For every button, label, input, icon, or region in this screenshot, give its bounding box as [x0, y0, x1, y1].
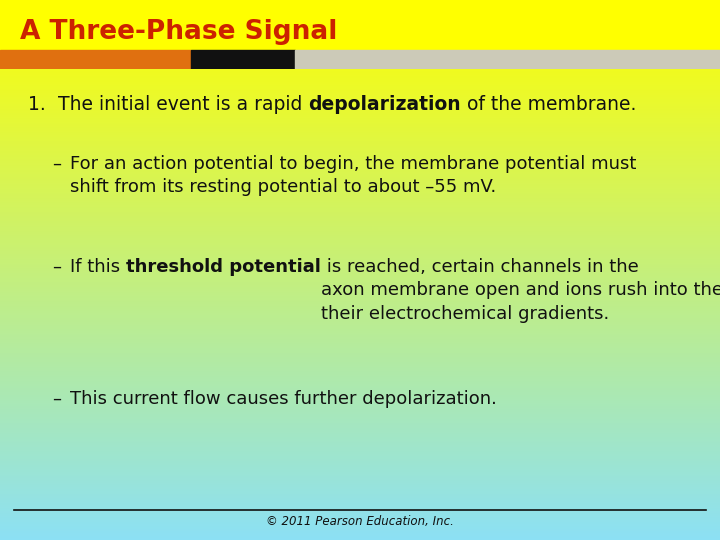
Bar — [191, 50, 295, 69]
Text: threshold potential: threshold potential — [126, 258, 320, 276]
Text: –: – — [52, 258, 61, 276]
Text: A Three-Phase Signal: A Three-Phase Signal — [20, 19, 338, 45]
Text: For an action potential to begin, the membrane potential must
shift from its res: For an action potential to begin, the me… — [70, 155, 636, 197]
Bar — [0, 50, 191, 69]
Bar — [295, 50, 720, 69]
Text: depolarization: depolarization — [308, 95, 461, 114]
Text: is reached, certain channels in the
axon membrane open and ions rush into the ax: is reached, certain channels in the axon… — [320, 258, 720, 322]
Text: of the membrane.: of the membrane. — [461, 95, 636, 114]
Text: –: – — [52, 390, 61, 408]
Text: –: – — [52, 155, 61, 173]
Text: If this: If this — [70, 258, 126, 276]
Text: 1.: 1. — [28, 95, 46, 114]
Text: This current flow causes further depolarization.: This current flow causes further depolar… — [70, 390, 497, 408]
Text: The initial event is a rapid: The initial event is a rapid — [58, 95, 308, 114]
Text: © 2011 Pearson Education, Inc.: © 2011 Pearson Education, Inc. — [266, 516, 454, 529]
